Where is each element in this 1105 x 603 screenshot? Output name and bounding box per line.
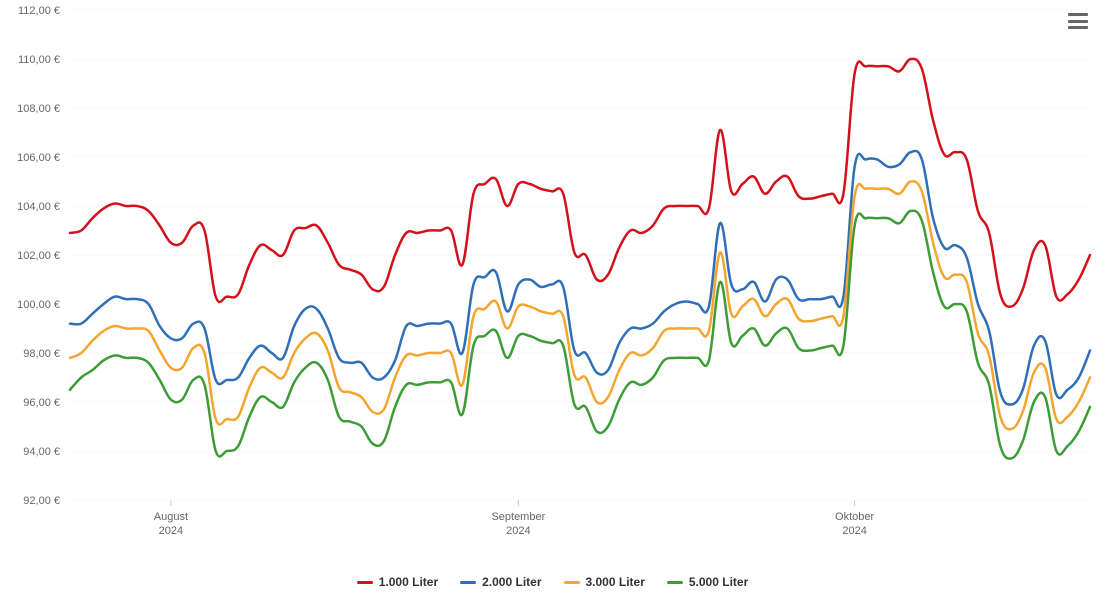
y-axis-tick-label: 110,00 € [18, 54, 60, 66]
y-axis-tick-label: 102,00 € [17, 250, 60, 262]
line-chart: 92,00 € 94,00 € 96,00 € 98,00 € 100,00 € 102,… [0, 0, 1105, 603]
legend-item[interactable]: 3.000 Liter [564, 575, 645, 589]
legend-label: 2.000 Liter [482, 575, 541, 589]
legend-swatch [357, 581, 373, 584]
legend-label: 1.000 Liter [379, 575, 438, 589]
legend-swatch [564, 581, 580, 584]
y-axis-tick-label: 106,00 € [17, 152, 60, 164]
legend-item[interactable]: 5.000 Liter [667, 575, 748, 589]
legend-item[interactable]: 2.000 Liter [460, 575, 541, 589]
series-line[interactable] [70, 59, 1090, 307]
legend: 1.000 Liter 2.000 Liter 3.000 Liter 5.000 L… [0, 575, 1105, 589]
x-axis-tick-sublabel: 2024 [506, 525, 530, 537]
y-axis-tick-label: 108,00 € [17, 103, 60, 115]
y-axis-tick-label: 104,00 € [17, 201, 60, 213]
x-axis-tick-label: August [154, 511, 188, 523]
x-axis-tick-sublabel: 2024 [159, 525, 183, 537]
legend-label: 3.000 Liter [586, 575, 645, 589]
y-axis-tick-label: 94,00 € [23, 446, 60, 458]
legend-swatch [460, 581, 476, 584]
x-axis-tick-label: Oktober [835, 511, 874, 523]
series-line[interactable] [70, 181, 1090, 429]
legend-item[interactable]: 1.000 Liter [357, 575, 438, 589]
chart-svg: 92,00 € 94,00 € 96,00 € 98,00 € 100,00 € 102,… [0, 0, 1105, 603]
legend-swatch [667, 581, 683, 584]
y-axis-tick-label: 100,00 € [17, 299, 60, 311]
x-axis-tick-sublabel: 2024 [842, 525, 866, 537]
y-axis-tick-label: 112,00 € [18, 5, 60, 17]
x-axis-tick-label: September [491, 511, 545, 523]
series-line[interactable] [70, 151, 1090, 405]
legend-label: 5.000 Liter [689, 575, 748, 589]
chart-menu-button[interactable] [1066, 10, 1090, 32]
y-axis-tick-label: 92,00 € [23, 495, 60, 507]
y-axis-tick-label: 96,00 € [23, 397, 60, 409]
y-axis-tick-label: 98,00 € [23, 348, 60, 360]
